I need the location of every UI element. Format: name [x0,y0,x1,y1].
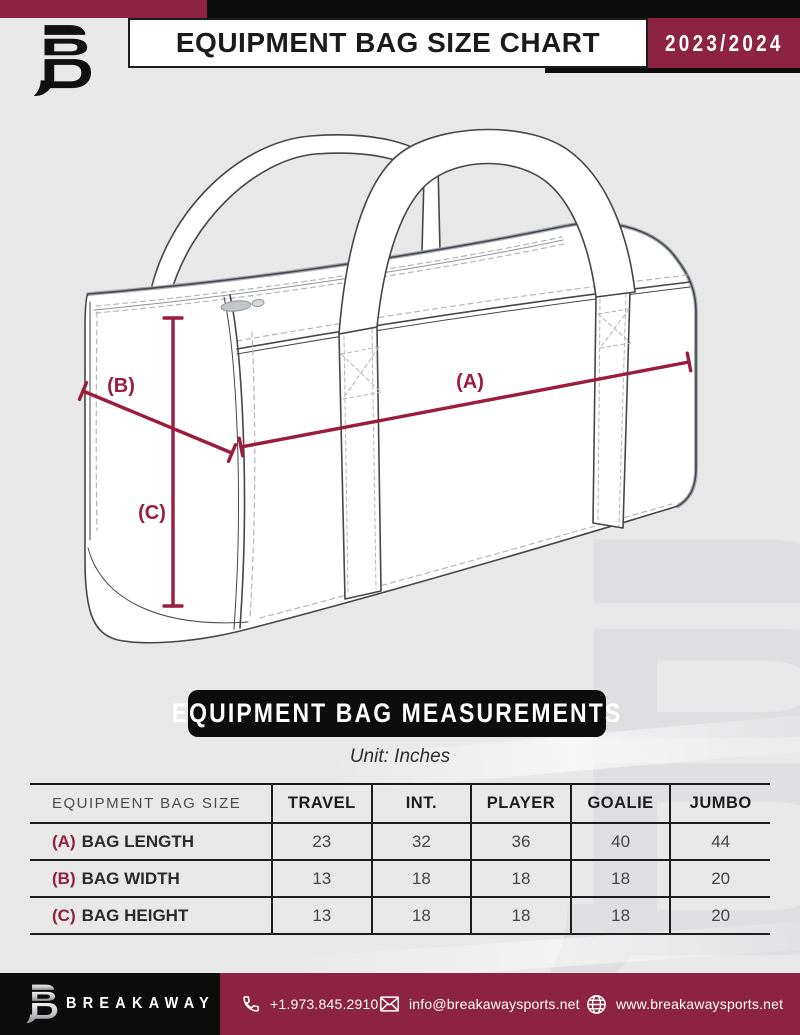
footer-phone[interactable]: +1.973.845.2910 [240,973,379,1035]
cell-value: 18 [470,860,571,897]
page-title: EQUIPMENT BAG SIZE CHART [175,27,601,58]
cell-value: 20 [669,860,770,897]
bag-front-strap-left [338,326,382,600]
measurements-banner: EQUIPMENT BAG MEASUREMENTS [172,690,620,737]
table-row-bag-height: (C) BAG HEIGHT 13 18 18 18 20 [30,897,770,934]
row-label: BAG LENGTH [81,831,194,851]
footer-brand-name: BREAKAWAY [66,995,215,1012]
bag-near-handle [338,128,636,335]
measurements-banner-label: EQUIPMENT BAG MEASUREMENTS [171,698,623,728]
cell-value: 18 [569,860,671,897]
zipper-slider [220,298,265,312]
website-url: www.breakawaysports.net [616,996,784,1012]
email-address: info@breakawaysports.net [409,996,580,1012]
season-badge: 2023/2024 [648,18,800,68]
cell-value: 18 [569,897,671,934]
unit-note: Unit: Inches [349,746,451,767]
bag-outline [84,222,697,644]
header-red-strip [0,0,207,18]
dimension-label-width: (B) [107,375,135,397]
cell-value: 20 [669,897,770,934]
cell-value: 32 [370,823,472,860]
strap-cross-stitch [597,308,632,349]
cell-value: 23 [271,823,372,860]
title-box: EQUIPMENT BAG SIZE CHART [128,18,648,68]
row-label: BAG HEIGHT [81,905,189,925]
email-icon [380,996,399,1012]
table-corner-header: EQUIPMENT BAG SIZE [52,795,242,812]
column-header-travel: TRAVEL [271,784,372,823]
globe-icon [587,994,606,1014]
table-row-bag-width: (B) BAG WIDTH 13 18 18 18 20 [30,860,770,897]
column-header-player: PLAYER [470,784,571,823]
column-header-int: INT. [370,784,472,823]
cell-value: 18 [370,860,472,897]
equipment-bag-diagram: (A) (B) (C) [77,128,698,644]
dimension-label-height: (C) [138,502,166,524]
table-row-bag-length: (A) BAG LENGTH 23 32 36 40 44 [30,823,770,860]
cell-value: 18 [470,897,571,934]
cell-value: 44 [669,823,770,860]
row-label: BAG WIDTH [81,868,180,888]
size-table: EQUIPMENT BAG SIZE TRAVEL INT. PLAYER GO… [30,783,770,935]
footer-email[interactable]: info@breakawaysports.net [378,973,580,1035]
cell-value: 13 [271,897,372,934]
footer-brand-logo-icon [24,983,58,1025]
table-header-row: EQUIPMENT BAG SIZE TRAVEL INT. PLAYER GO… [30,784,770,823]
cell-value: 40 [569,823,671,860]
header-black-strip [207,0,800,18]
season-label: 2023/2024 [664,29,784,56]
footer: BREAKAWAY +1.973.845.2910 info@breakaway… [0,973,800,1035]
row-key: (C) [52,905,76,925]
brand-logo-icon [30,22,92,100]
row-key: (B) [52,868,76,888]
column-header-goalie: GOALIE [569,784,671,823]
dimension-label-length: (A) [456,371,484,393]
cell-value: 18 [370,897,472,934]
cell-value: 13 [271,860,372,897]
phone-number: +1.973.845.2910 [270,996,379,1012]
column-header-jumbo: JUMBO [669,784,770,823]
footer-website[interactable]: www.breakawaysports.net [585,973,783,1035]
cell-value: 36 [470,823,571,860]
bag-front-strap-right [592,291,631,529]
row-key: (A) [52,831,76,851]
dimension-lines [77,316,693,608]
phone-icon [243,996,260,1012]
footer-brand-block: BREAKAWAY [0,973,220,1035]
